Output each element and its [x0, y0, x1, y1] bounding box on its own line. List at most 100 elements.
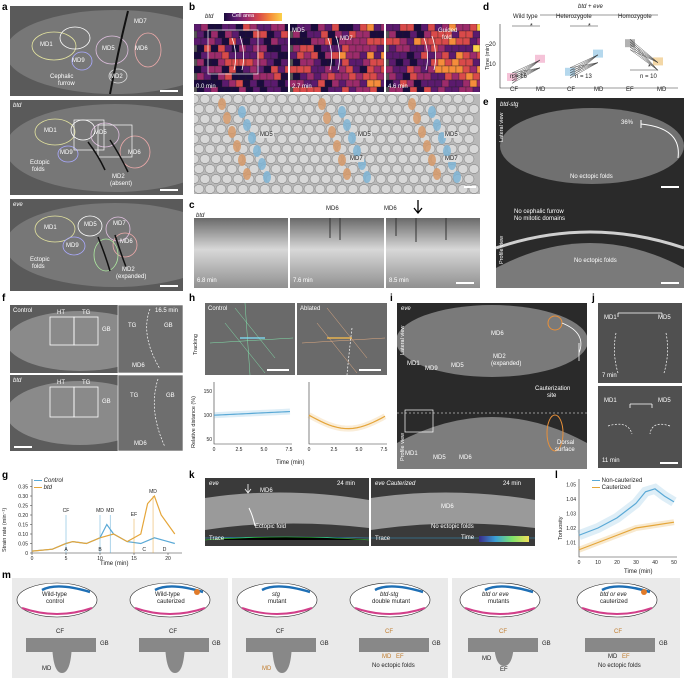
f-md6-1: MD6	[132, 363, 145, 369]
m3-top2: btd or eve	[600, 592, 627, 598]
f-gb-2: GB	[102, 399, 111, 405]
h-control-band	[213, 408, 291, 419]
h-ablated-band	[307, 412, 387, 432]
i-title: eve	[401, 306, 411, 312]
panel-label-i: i	[390, 293, 393, 304]
h-ytick: 50	[206, 437, 212, 443]
f-tg-1: TG	[82, 310, 91, 316]
f-md6-2: MD6	[134, 441, 147, 447]
l-xtick: 10	[595, 560, 601, 566]
k-time-1: 24 min	[337, 481, 356, 487]
panel-label-g: g	[2, 470, 9, 481]
l-xlabel: Time (min)	[624, 569, 653, 575]
l-xtick: 20	[614, 560, 620, 566]
l-ytick: 1.01	[566, 541, 576, 547]
d-pair-line	[629, 41, 659, 63]
m1-bot1: control	[46, 599, 65, 605]
scale-bar	[267, 369, 289, 371]
g-xtick: 10	[97, 556, 103, 562]
m3-cf2: CF	[614, 629, 622, 635]
l-tortuosity-chart: 1.01 1.02 1.03 1.04 1.05 0 10 20 30 40 50	[566, 479, 677, 566]
h-control-xtick: 7.5	[286, 447, 293, 453]
a-md9-label: MD9	[72, 58, 85, 64]
j-time-2: 11 min	[602, 458, 620, 464]
d-sig-bar	[512, 25, 658, 71]
i-profile-md1: MD1	[405, 451, 418, 457]
arrow-down-icon	[244, 484, 252, 494]
b-cellarea-label: Cell area	[232, 13, 255, 19]
e-no-cephalic: No cephalic furrow	[514, 209, 564, 215]
d-pair-line	[569, 54, 599, 71]
d-pair-line	[629, 41, 659, 71]
h-ablated-xtick: 7.5	[381, 447, 388, 453]
a-eve-title: eve	[13, 202, 23, 208]
c-time-1: 6.8 min	[197, 278, 217, 284]
d-pair-line	[511, 67, 541, 74]
m1-bot2: cauterized	[157, 599, 185, 605]
l-band-noncaut	[577, 483, 677, 540]
b-fold-label: fold	[442, 35, 452, 41]
g-ytick: 0.20	[18, 513, 28, 519]
scale-bar	[160, 90, 178, 92]
g-phase-letter: A	[64, 547, 68, 553]
f-control-image: Control 16.5 min HT TG GB TG GB MD6	[10, 305, 183, 373]
scale-bar	[661, 282, 679, 284]
g-marker-label: MD	[106, 508, 114, 514]
a-btd-md2: MD2	[112, 174, 125, 180]
a-md5-label: MD5	[102, 46, 115, 52]
m2-md2: MD	[382, 654, 392, 660]
d-pair-line	[629, 39, 659, 63]
f-gb-zoom-2: GB	[166, 393, 175, 399]
l-legend-noncaut: Non-cauterized	[592, 478, 642, 484]
d-pair-line	[569, 62, 599, 76]
a-btd-md9: MD9	[60, 150, 73, 156]
d-paired-plot	[499, 24, 678, 89]
h-ablated-line	[308, 414, 386, 430]
m3-md2: MD	[608, 654, 618, 660]
f-ht-1: HT	[57, 310, 65, 316]
panel-label-f: f	[2, 293, 6, 304]
a-furrow-label: furrow	[58, 81, 75, 87]
h-control-track: Control	[205, 303, 295, 375]
d-x3-ef: EF	[626, 87, 634, 93]
d-box-2-b	[653, 57, 663, 66]
g-legend-btd: btd	[34, 485, 52, 491]
d-ytick-20: 20	[489, 42, 496, 48]
f-tg-2: TG	[82, 380, 91, 386]
d-box-0-a	[507, 73, 517, 81]
f-ht-2: HT	[57, 380, 65, 386]
i-image: eve Lateral view MD6 MD1 MD9 MD5 MD2 (ex…	[397, 303, 587, 469]
c-btd-title: btd	[196, 213, 205, 219]
a-btd-md5: MD5	[94, 130, 107, 136]
m-section-2: stg mutant btd-stg double mutant CF GB M…	[232, 578, 448, 678]
d-pair-line	[569, 62, 599, 79]
panel-label-b: b	[189, 2, 196, 13]
d-pair-line	[511, 67, 541, 79]
d-star-2: *	[588, 23, 591, 30]
f-gb-zoom-1: GB	[164, 323, 173, 329]
l-line-noncaut	[578, 488, 675, 536]
panel-label-m: m	[2, 570, 11, 581]
h-ytick: 150	[204, 389, 213, 395]
b-btd-title: btd	[205, 14, 214, 20]
j-time-1: 7 min	[602, 373, 617, 379]
a-btd-folds: folds	[32, 167, 45, 173]
l-ytick: 1.02	[566, 526, 576, 532]
f-gb-1: GB	[102, 327, 111, 333]
m-section-1: Wild-type control Wild-type cauterized C…	[12, 578, 228, 678]
h-control-xtick: 2.5	[236, 447, 243, 453]
g-xtick: 15	[131, 556, 137, 562]
arrow-down-icon	[413, 200, 423, 215]
a-eve-md2: MD2	[122, 267, 135, 273]
c-md6-label-2: MD6	[384, 206, 397, 212]
g-xtick: 0	[31, 556, 34, 562]
a-btd-title: btd	[13, 103, 22, 109]
d-box-0-b	[535, 54, 545, 63]
b-time-1: 0.0 min	[196, 84, 216, 90]
panel-label-k: k	[189, 470, 195, 481]
m3-gb2: GB	[659, 641, 668, 647]
e-profile-view: Profile view	[499, 235, 505, 264]
e-title: btd-stg	[500, 102, 519, 108]
e-lateral-view: Lateral view	[499, 112, 505, 142]
h-ylabel: Relative distance (%)	[191, 396, 197, 448]
